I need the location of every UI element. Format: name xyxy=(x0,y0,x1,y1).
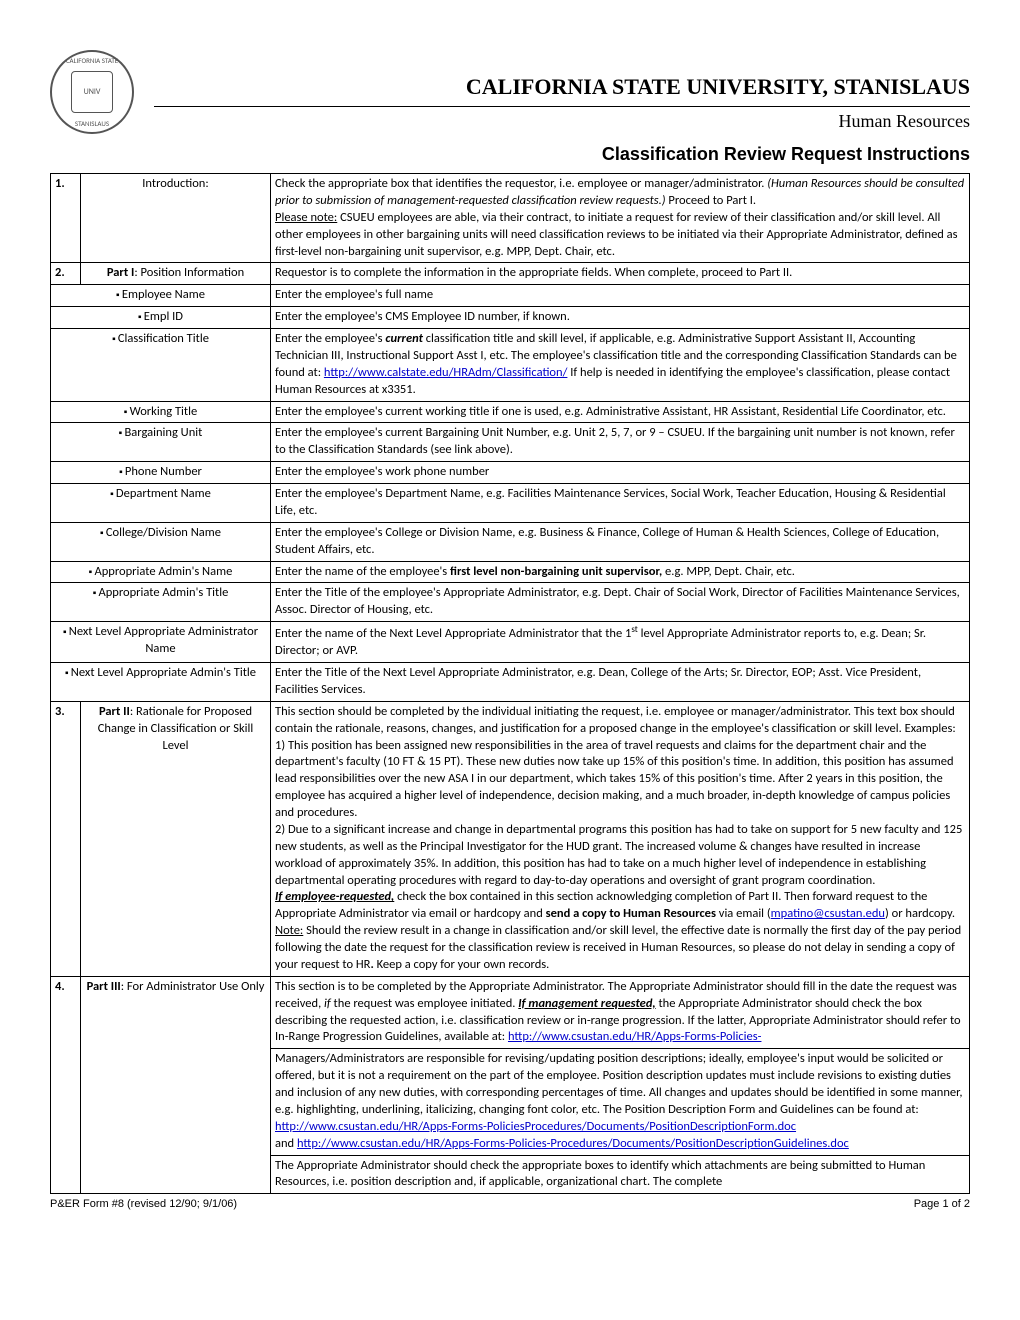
table-row: College/Division NameEnter the employee'… xyxy=(51,522,970,561)
row-content: Enter the employee's CMS Employee ID num… xyxy=(271,307,970,329)
row-label: Appropriate Admin's Title xyxy=(51,583,271,622)
row-content: Enter the employee's current classificat… xyxy=(271,329,970,402)
row-label: Empl ID xyxy=(51,307,271,329)
row-content: Managers/Administrators are responsible … xyxy=(271,1049,970,1155)
row-content: This section should be completed by the … xyxy=(271,701,970,976)
row-label: Introduction: xyxy=(81,174,271,263)
row-label: Next Level Appropriate Administrator Nam… xyxy=(51,622,271,663)
footer-left: P&ER Form #8 (revised 12/90; 9/1/06) xyxy=(50,1198,237,1210)
row-number: 1. xyxy=(51,174,81,263)
row-number: 3. xyxy=(51,701,81,976)
table-row: 2.Part I: Position InformationRequestor … xyxy=(51,263,970,285)
row-content: Enter the employee's work phone number xyxy=(271,462,970,484)
row-label: College/Division Name xyxy=(51,522,271,561)
row-content: Check the appropriate box that identifie… xyxy=(271,174,970,263)
row-label: Appropriate Admin's Name xyxy=(51,561,271,583)
seal-inner: UNIV xyxy=(71,71,113,113)
table-row: Employee NameEnter the employee's full n… xyxy=(51,285,970,307)
inrange-link[interactable]: http://www.csustan.edu/HR/Apps-Forms-Pol… xyxy=(508,1029,761,1044)
row-label: Employee Name xyxy=(51,285,271,307)
table-row: Appropriate Admin's NameEnter the name o… xyxy=(51,561,970,583)
table-row: Empl IDEnter the employee's CMS Employee… xyxy=(51,307,970,329)
row-label: Classification Title xyxy=(51,329,271,402)
table-row: Department NameEnter the employee's Depa… xyxy=(51,484,970,523)
instructions-table: 1.Introduction:Check the appropriate box… xyxy=(50,173,970,1194)
row-label: Working Title xyxy=(51,401,271,423)
seal-text-top: CALIFORNIA STATE xyxy=(66,56,118,65)
seal-text-bottom: STANISLAUS xyxy=(75,119,109,128)
table-row: Appropriate Admin's TitleEnter the Title… xyxy=(51,583,970,622)
row-content: The Appropriate Administrator should che… xyxy=(271,1155,970,1194)
row-label: Part III: For Administrator Use Only xyxy=(81,976,271,1194)
row-content: Enter the employee's Department Name, e.… xyxy=(271,484,970,523)
document-title: Classification Review Request Instructio… xyxy=(50,144,970,165)
table-row: Classification TitleEnter the employee's… xyxy=(51,329,970,402)
table-row: Working TitleEnter the employee's curren… xyxy=(51,401,970,423)
row-content: This section is to be completed by the A… xyxy=(271,976,970,1049)
posdesc-guide-link[interactable]: http://www.csustan.edu/HR/Apps-Forms-Pol… xyxy=(297,1136,849,1151)
department-name: Human Resources xyxy=(154,111,970,132)
classification-link[interactable]: http://www.calstate.edu/HRAdm/Classifica… xyxy=(324,365,568,380)
row-label: Next Level Appropriate Admin's Title xyxy=(51,663,271,702)
table-row: Next Level Appropriate Admin's TitleEnte… xyxy=(51,663,970,702)
footer: P&ER Form #8 (revised 12/90; 9/1/06) Pag… xyxy=(50,1198,970,1210)
row-content: Enter the Title of the employee's Approp… xyxy=(271,583,970,622)
posdesc-form-link[interactable]: http://www.csustan.edu/HR/Apps-Forms-Pol… xyxy=(275,1119,796,1134)
row-content: Enter the employee's full name xyxy=(271,285,970,307)
table-row: 4.Part III: For Administrator Use OnlyTh… xyxy=(51,976,970,1049)
table-row: Phone NumberEnter the employee's work ph… xyxy=(51,462,970,484)
row-content: Enter the name of the employee's first l… xyxy=(271,561,970,583)
university-seal: CALIFORNIA STATE UNIV STANISLAUS xyxy=(50,50,134,134)
row-content: Enter the employee's current working tit… xyxy=(271,401,970,423)
row-label: Part I: Position Information xyxy=(81,263,271,285)
row-content: Enter the Title of the Next Level Approp… xyxy=(271,663,970,702)
row-content: Enter the employee's current Bargaining … xyxy=(271,423,970,462)
email-link[interactable]: mpatino@csustan.edu xyxy=(771,906,885,921)
header: CALIFORNIA STATE UNIV STANISLAUS CALIFOR… xyxy=(50,50,970,134)
header-rule xyxy=(154,106,970,107)
university-title: CALIFORNIA STATE UNIVERSITY, STANISLAUS xyxy=(154,74,970,100)
row-content: Requestor is to complete the information… xyxy=(271,263,970,285)
row-content: Enter the employee's College or Division… xyxy=(271,522,970,561)
row-label: Bargaining Unit xyxy=(51,423,271,462)
table-row: Bargaining UnitEnter the employee's curr… xyxy=(51,423,970,462)
row-content: Enter the name of the Next Level Appropr… xyxy=(271,622,970,663)
row-label: Department Name xyxy=(51,484,271,523)
table-row: 3.Part II: Rationale for Proposed Change… xyxy=(51,701,970,976)
footer-right: Page 1 of 2 xyxy=(914,1198,970,1210)
row-label: Part II: Rationale for Proposed Change i… xyxy=(81,701,271,976)
row-label: Phone Number xyxy=(51,462,271,484)
table-row: Next Level Appropriate Administrator Nam… xyxy=(51,622,970,663)
table-row: 1.Introduction:Check the appropriate box… xyxy=(51,174,970,263)
row-number: 2. xyxy=(51,263,81,285)
row-number: 4. xyxy=(51,976,81,1194)
